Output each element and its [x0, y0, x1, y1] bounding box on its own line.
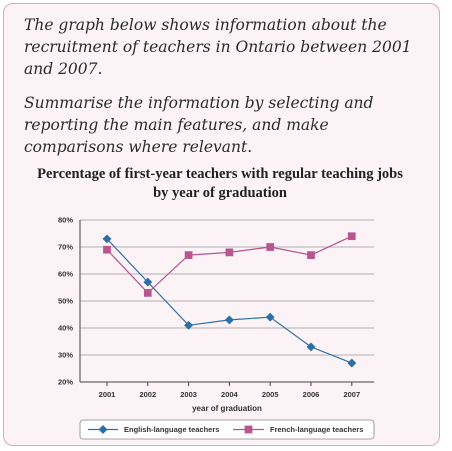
x-axis-tick-labels: 2001 2002 2003 2004 2005 2006 2007 [99, 382, 360, 399]
french-data-point [103, 245, 111, 254]
french-series-line [106, 235, 353, 294]
english-data-point [265, 312, 275, 322]
legend-label: English-language teachers [124, 425, 219, 434]
y-tick-label: 50% [58, 297, 73, 306]
legend-box [79, 419, 375, 440]
legend-marker [244, 425, 253, 434]
english-data-point [224, 315, 234, 325]
x-tick-label: 2006 [303, 390, 320, 399]
legend-item-french: French-language teachers [233, 425, 363, 434]
y-tick-label: 20% [58, 378, 73, 387]
french-series [103, 232, 356, 297]
english-data-point [347, 358, 357, 368]
x-tick-label: 2002 [139, 390, 156, 399]
english-data-point [184, 320, 194, 330]
task-prompt-text: The graph below shows information about … [24, 16, 412, 78]
french-data-point [307, 251, 315, 259]
y-tick-label: 80% [58, 216, 73, 225]
french-data-point [225, 248, 234, 257]
legend-label: French-language teachers [270, 425, 363, 434]
x-tick-label: 2005 [262, 390, 279, 399]
y-tick-label: 40% [58, 324, 73, 333]
task-instruction-text: Summarise the information by selecting a… [24, 94, 374, 156]
chart-gridlines [79, 219, 374, 383]
legend-item-english: English-language teachers [88, 424, 219, 435]
y-axis-tick-labels: 20% 30% 40% 50% 60% 70% 80% [58, 216, 73, 387]
y-tick-label: 60% [58, 270, 73, 279]
chart-title: Percentage of first-year teachers with r… [37, 166, 403, 201]
french-data-point [143, 289, 152, 297]
french-data-point [266, 243, 275, 251]
english-data-point [306, 342, 316, 352]
y-tick-label: 70% [58, 243, 73, 252]
chart-legend: English-language teachers French-language… [79, 419, 375, 440]
french-data-point [184, 251, 193, 259]
english-series [102, 234, 357, 368]
y-tick-label: 30% [58, 351, 73, 360]
french-data-point [347, 232, 356, 241]
x-axis-label: year of graduation [192, 404, 262, 413]
x-tick-label: 2004 [221, 390, 239, 399]
legend-marker [98, 424, 108, 435]
chart-series [102, 232, 357, 368]
x-tick-label: 2001 [99, 390, 116, 399]
task-card [3, 3, 440, 446]
x-tick-label: 2003 [180, 390, 197, 399]
english-data-point [143, 277, 153, 287]
english-data-point [102, 234, 112, 244]
x-tick-label: 2007 [343, 390, 360, 399]
